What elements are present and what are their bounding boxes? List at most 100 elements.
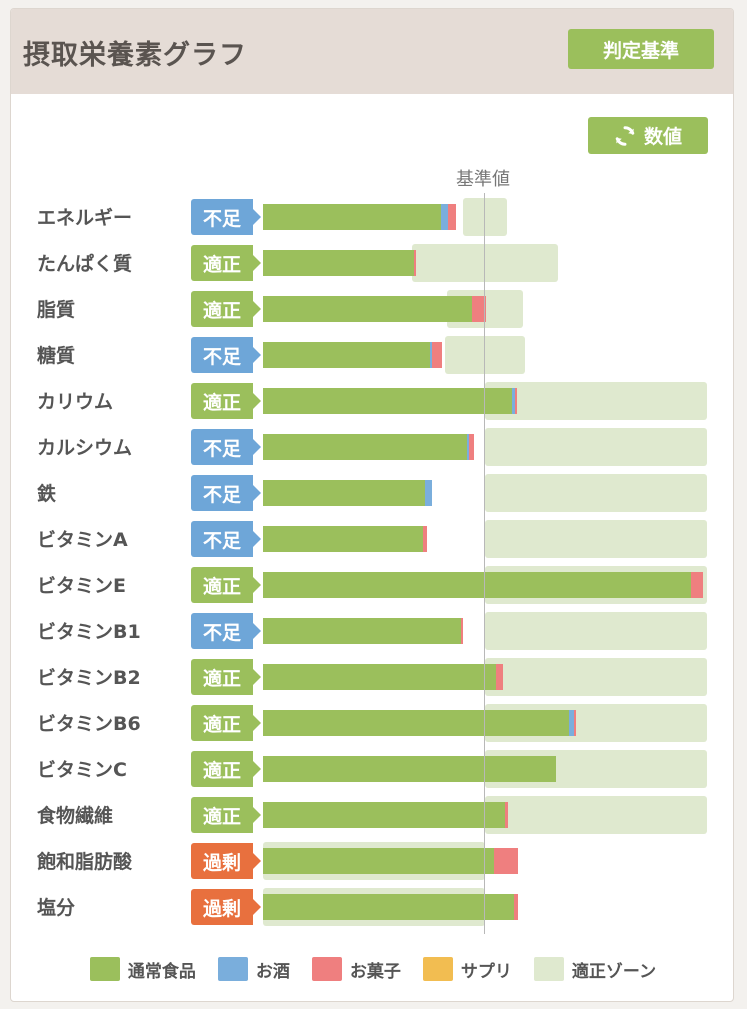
- nutrient-row: ビタミンB1 不足: [11, 611, 733, 651]
- legend-item-proper-zone: 適正ゾーン: [533, 957, 656, 982]
- card-header: 摂取栄養素グラフ 判定基準: [11, 9, 733, 94]
- bar-segment-alcohol: [511, 388, 515, 414]
- nutrient-row: 脂質 適正: [11, 289, 733, 329]
- bar-segment-snacks: [573, 710, 577, 736]
- bar-segment-regular-food: [263, 526, 423, 552]
- legend-label: 通常食品: [127, 961, 196, 982]
- intake-bar: [263, 618, 463, 644]
- legend-label: お酒: [255, 961, 290, 982]
- proper-zone: [485, 796, 707, 834]
- status-badge: 過剰: [191, 889, 261, 925]
- proper-zone: [485, 612, 707, 650]
- nutrient-name: ビタミンA: [37, 529, 128, 551]
- status-badge: 不足: [191, 337, 261, 373]
- bar-segment-snacks: [471, 296, 487, 322]
- nutrient-graph-card: 摂取栄養素グラフ 判定基準 数値 基準値 エネルギー 不足 たんぱく質 適正 脂質 適正糖…: [10, 8, 734, 1002]
- nutrient-row: 塩分 過剰: [11, 887, 733, 927]
- status-badge: 不足: [191, 475, 261, 511]
- bar-segment-alcohol: [467, 434, 470, 460]
- nutrient-name: ビタミンB6: [37, 713, 141, 735]
- criteria-button[interactable]: 判定基準: [568, 29, 714, 69]
- intake-bar: [263, 526, 428, 552]
- legend-swatch: [533, 957, 564, 981]
- nutrient-row: 鉄 不足: [11, 473, 733, 513]
- page-title: 摂取栄養素グラフ: [23, 40, 247, 71]
- bar-segment-snacks: [413, 250, 417, 276]
- proper-zone: [485, 428, 707, 466]
- nutrient-name: カリウム: [37, 391, 114, 413]
- status-badge: 不足: [191, 199, 261, 235]
- nutrient-row: 糖質 不足: [11, 335, 733, 375]
- intake-bar: [263, 572, 703, 598]
- nutrient-name: ビタミンC: [37, 759, 127, 781]
- nutrient-name: カルシウム: [37, 437, 133, 459]
- legend: 通常食品 お酒 お菓子 サプリ 適正ゾーン: [11, 955, 733, 983]
- intake-bar: [263, 894, 519, 920]
- reference-line: [484, 193, 485, 934]
- nutrient-name: エネルギー: [37, 207, 133, 229]
- bar-segment-regular-food: [263, 802, 505, 828]
- bar-segment-regular-food: [263, 342, 430, 368]
- bar-segment-alcohol: [425, 480, 432, 506]
- bar-segment-alcohol: [429, 342, 432, 368]
- bar-segment-alcohol: [440, 204, 449, 230]
- nutrient-row: ビタミンB6 適正: [11, 703, 733, 743]
- refresh-icon: [615, 125, 635, 146]
- bar-segment-regular-food: [263, 434, 468, 460]
- intake-bar: [263, 756, 557, 782]
- values-button-label: 数値: [643, 126, 682, 148]
- bar-segment-snacks: [422, 526, 428, 552]
- nutrient-name: 食物繊維: [37, 805, 114, 827]
- nutrient-row: エネルギー 不足: [11, 197, 733, 237]
- intake-bar: [263, 848, 519, 874]
- nutrient-name: 糖質: [37, 345, 76, 367]
- bar-segment-snacks: [493, 848, 519, 874]
- status-badge: 不足: [191, 429, 261, 465]
- bar-segment-regular-food: [263, 710, 570, 736]
- bar-segment-snacks: [431, 342, 442, 368]
- status-badge: 適正: [191, 797, 261, 833]
- toggle-values-button[interactable]: 数値: [588, 117, 708, 154]
- nutrient-row: ビタミンC 適正: [11, 749, 733, 789]
- proper-zone: [485, 658, 707, 696]
- nutrient-row: ビタミンB2 適正: [11, 657, 733, 697]
- bar-segment-snacks: [460, 618, 463, 644]
- intake-bar: [263, 296, 487, 322]
- bar-segment-snacks: [514, 388, 518, 414]
- intake-bar: [263, 480, 432, 506]
- bar-segment-regular-food: [263, 204, 441, 230]
- nutrient-row: カルシウム 不足: [11, 427, 733, 467]
- nutrient-name: ビタミンB2: [37, 667, 141, 689]
- bar-segment-snacks: [513, 894, 519, 920]
- legend-swatch: [217, 957, 248, 981]
- bar-segment-regular-food: [263, 894, 514, 920]
- intake-bar: [263, 664, 503, 690]
- nutrient-name: 脂質: [37, 299, 76, 321]
- reference-label: 基準値: [456, 169, 510, 190]
- status-badge: 過剰: [191, 843, 261, 879]
- bar-segment-regular-food: [263, 388, 512, 414]
- bar-segment-regular-food: [263, 572, 692, 598]
- status-badge: 適正: [191, 291, 261, 327]
- bar-segment-snacks: [448, 204, 457, 230]
- status-badge: 適正: [191, 751, 261, 787]
- legend-swatch: [422, 957, 453, 981]
- nutrient-row: ビタミンE 適正: [11, 565, 733, 605]
- bar-segment-regular-food: [263, 756, 557, 782]
- nutrient-name: ビタミンB1: [37, 621, 141, 643]
- nutrient-name: ビタミンE: [37, 575, 126, 597]
- legend-item-alcohol: お酒: [217, 957, 290, 982]
- proper-zone: [485, 382, 707, 420]
- bar-segment-regular-food: [263, 848, 494, 874]
- proper-zone: [485, 520, 707, 558]
- bar-segment-regular-food: [263, 618, 461, 644]
- bar-segment-snacks: [691, 572, 703, 598]
- nutrient-name: 鉄: [37, 483, 57, 505]
- nutrient-row: 食物繊維 適正: [11, 795, 733, 835]
- status-badge: 不足: [191, 613, 261, 649]
- bar-segment-regular-food: [263, 250, 414, 276]
- intake-bar: [263, 434, 474, 460]
- bar-segment-snacks: [469, 434, 474, 460]
- nutrient-name: 飽和脂肪酸: [37, 851, 133, 873]
- proper-zone: [485, 474, 707, 512]
